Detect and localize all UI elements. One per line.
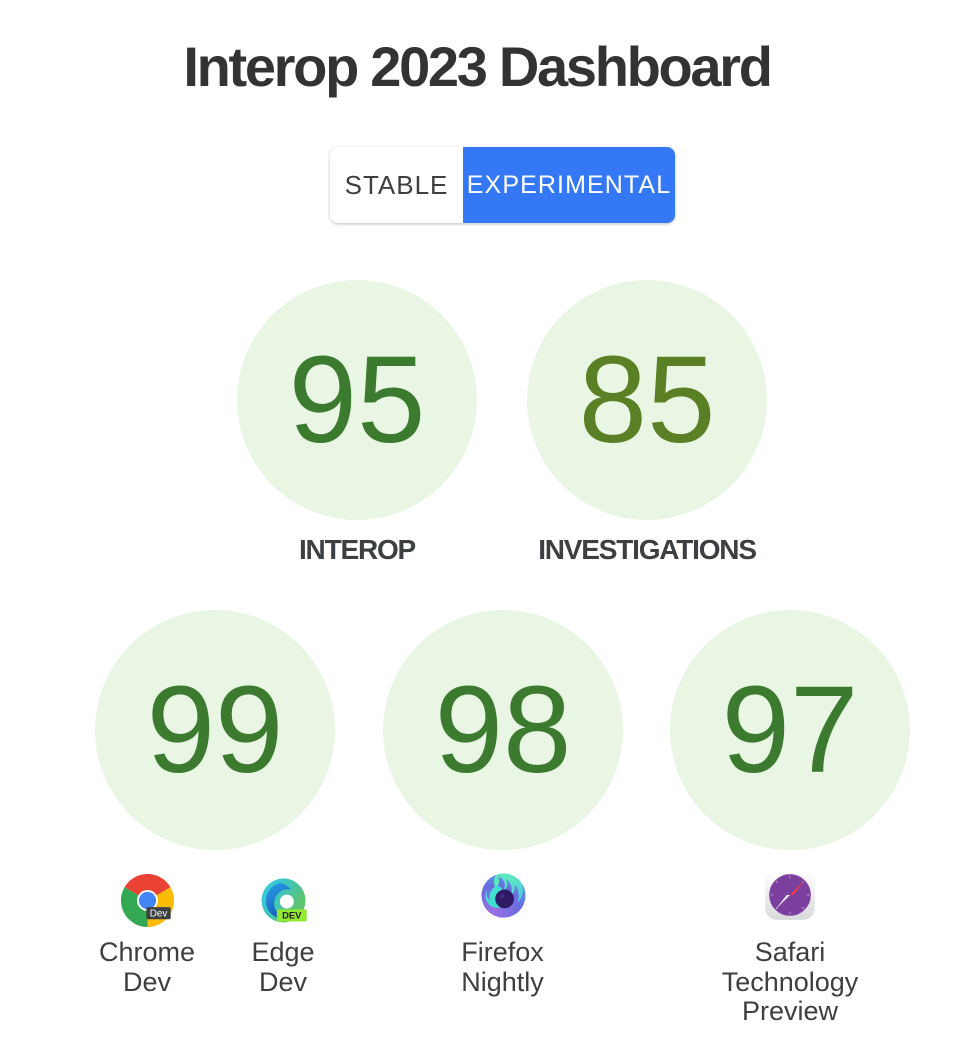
svg-text:DEV: DEV	[282, 911, 302, 921]
svg-text:Dev: Dev	[150, 909, 168, 920]
